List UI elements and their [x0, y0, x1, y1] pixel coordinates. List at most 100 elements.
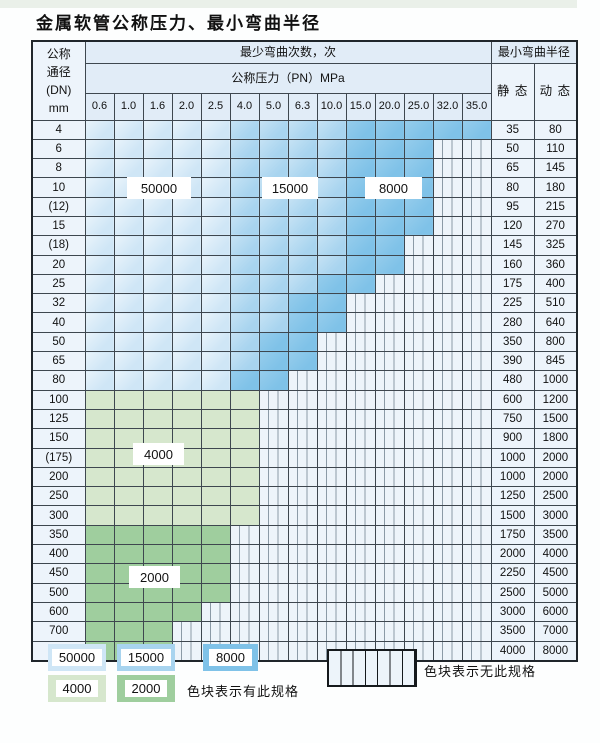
pressure-col-35.0: 35.0 [461, 92, 492, 121]
spec-cell-unavailable [403, 505, 434, 526]
spec-cell-unavailable [432, 331, 463, 353]
spec-cell-unavailable [287, 640, 318, 662]
spec-cell-unavailable [287, 563, 318, 584]
spec-cell-available [345, 215, 376, 237]
spec-cell-available [200, 447, 231, 468]
dn-cell: 20 [31, 254, 86, 275]
spec-cell-available [229, 138, 260, 160]
static-radius-cell: 2000 [490, 544, 535, 565]
static-radius-cell: 1750 [490, 524, 535, 546]
spec-cell-available [258, 370, 289, 391]
spec-cell-available [345, 235, 376, 256]
spec-cell-available [287, 235, 318, 256]
spec-cell-available [200, 544, 231, 565]
spec-cell-available [171, 466, 202, 488]
label-8000: 8000 [365, 177, 422, 199]
spec-cell-available [200, 273, 231, 295]
spec-cell-available [229, 408, 260, 430]
spec-cell-unavailable [374, 524, 405, 546]
table-row-dn-4: 4 35 80 [31, 119, 578, 140]
spec-cell-available [142, 312, 173, 333]
spec-cell-unavailable [345, 428, 376, 449]
static-radius-cell: 480 [490, 370, 535, 391]
spec-cell-available [258, 235, 289, 256]
spec-cell-available [142, 331, 173, 353]
spec-cell-available [316, 312, 347, 333]
spec-cell-unavailable [316, 524, 347, 546]
spec-table: 公称 通径 (DN) mm 最少弯曲次数，次 最小弯曲半径 公称压力（PN）MP… [31, 40, 579, 662]
spec-cell-available [374, 158, 405, 179]
spec-cell-available [171, 273, 202, 295]
table-row-dn-15: 15 120 270 [31, 215, 578, 237]
spec-cell-unavailable [432, 544, 463, 565]
spec-cell-available [200, 524, 231, 546]
spec-cell-unavailable [258, 544, 289, 565]
top-strip [0, 0, 577, 8]
legend-chip-2000: 2000 [117, 675, 175, 702]
spec-cell-available [374, 215, 405, 237]
spec-cell-unavailable [432, 601, 463, 623]
spec-cell-available [84, 370, 115, 391]
spec-cell-available [113, 119, 144, 140]
spec-cell-available [316, 138, 347, 160]
spec-cell-available [113, 196, 144, 217]
label-50000: 50000 [127, 177, 191, 199]
dynamic-radius-cell: 110 [533, 138, 578, 160]
spec-cell-available [171, 486, 202, 507]
spec-cell-unavailable [258, 621, 289, 642]
spec-cell-unavailable [432, 370, 463, 391]
spec-cell-available [258, 119, 289, 140]
spec-cell-unavailable [287, 486, 318, 507]
spec-cell-available [113, 273, 144, 295]
spec-cell-available [171, 351, 202, 372]
spec-cell-unavailable [316, 563, 347, 584]
spec-cell-available [345, 196, 376, 217]
spec-cell-available [84, 389, 115, 410]
spec-cell-unavailable [287, 447, 318, 468]
spec-cell-available [113, 370, 144, 391]
spec-cell-available [142, 215, 173, 237]
label-15000: 15000 [262, 177, 318, 199]
pressure-col-2.5: 2.5 [200, 92, 231, 121]
legend-hatch-swatch [327, 649, 417, 687]
spec-cell-available [142, 466, 173, 488]
table-row-dn-300: 300 1500 3000 [31, 505, 578, 526]
spec-cell-unavailable [345, 351, 376, 372]
spec-cell-unavailable [374, 447, 405, 468]
spec-cell-available [258, 312, 289, 333]
table-row-dn-350: 350 1750 3500 [31, 524, 578, 546]
dn-header-line: (DN) [46, 82, 72, 97]
spec-cell-available [200, 486, 231, 507]
table-row-dn-40: 40 280 640 [31, 312, 578, 333]
spec-cell-available [316, 119, 347, 140]
spec-cell-available [113, 138, 144, 160]
dn-cell: (12) [31, 196, 86, 217]
spec-cell-available [84, 158, 115, 179]
dn-cell: 400 [31, 544, 86, 565]
spec-cell-available [229, 466, 260, 488]
spec-cell-unavailable [403, 389, 434, 410]
dn-cell: 700 [31, 621, 86, 642]
static-radius-cell: 160 [490, 254, 535, 275]
spec-cell-available [200, 582, 231, 603]
spec-cell-unavailable [258, 447, 289, 468]
spec-cell-available [142, 254, 173, 275]
spec-cell-unavailable [374, 601, 405, 623]
dynamic-radius-cell: 4000 [533, 544, 578, 565]
spec-cell-unavailable [345, 408, 376, 430]
static-radius-cell: 3000 [490, 601, 535, 623]
dynamic-radius-cell: 1200 [533, 389, 578, 410]
spec-cell-available [287, 196, 318, 217]
dn-cell: 450 [31, 563, 86, 584]
spec-cell-unavailable [374, 544, 405, 565]
static-radius-cell: 750 [490, 408, 535, 430]
static-radius-cell: 1500 [490, 505, 535, 526]
spec-cell-available [229, 119, 260, 140]
spec-cell-unavailable [461, 447, 492, 468]
spec-cell-available [84, 235, 115, 256]
dynamic-radius-cell: 1500 [533, 408, 578, 430]
spec-cell-available [142, 235, 173, 256]
spec-cell-available [200, 254, 231, 275]
spec-cell-available [316, 293, 347, 314]
spec-cell-available [287, 351, 318, 372]
